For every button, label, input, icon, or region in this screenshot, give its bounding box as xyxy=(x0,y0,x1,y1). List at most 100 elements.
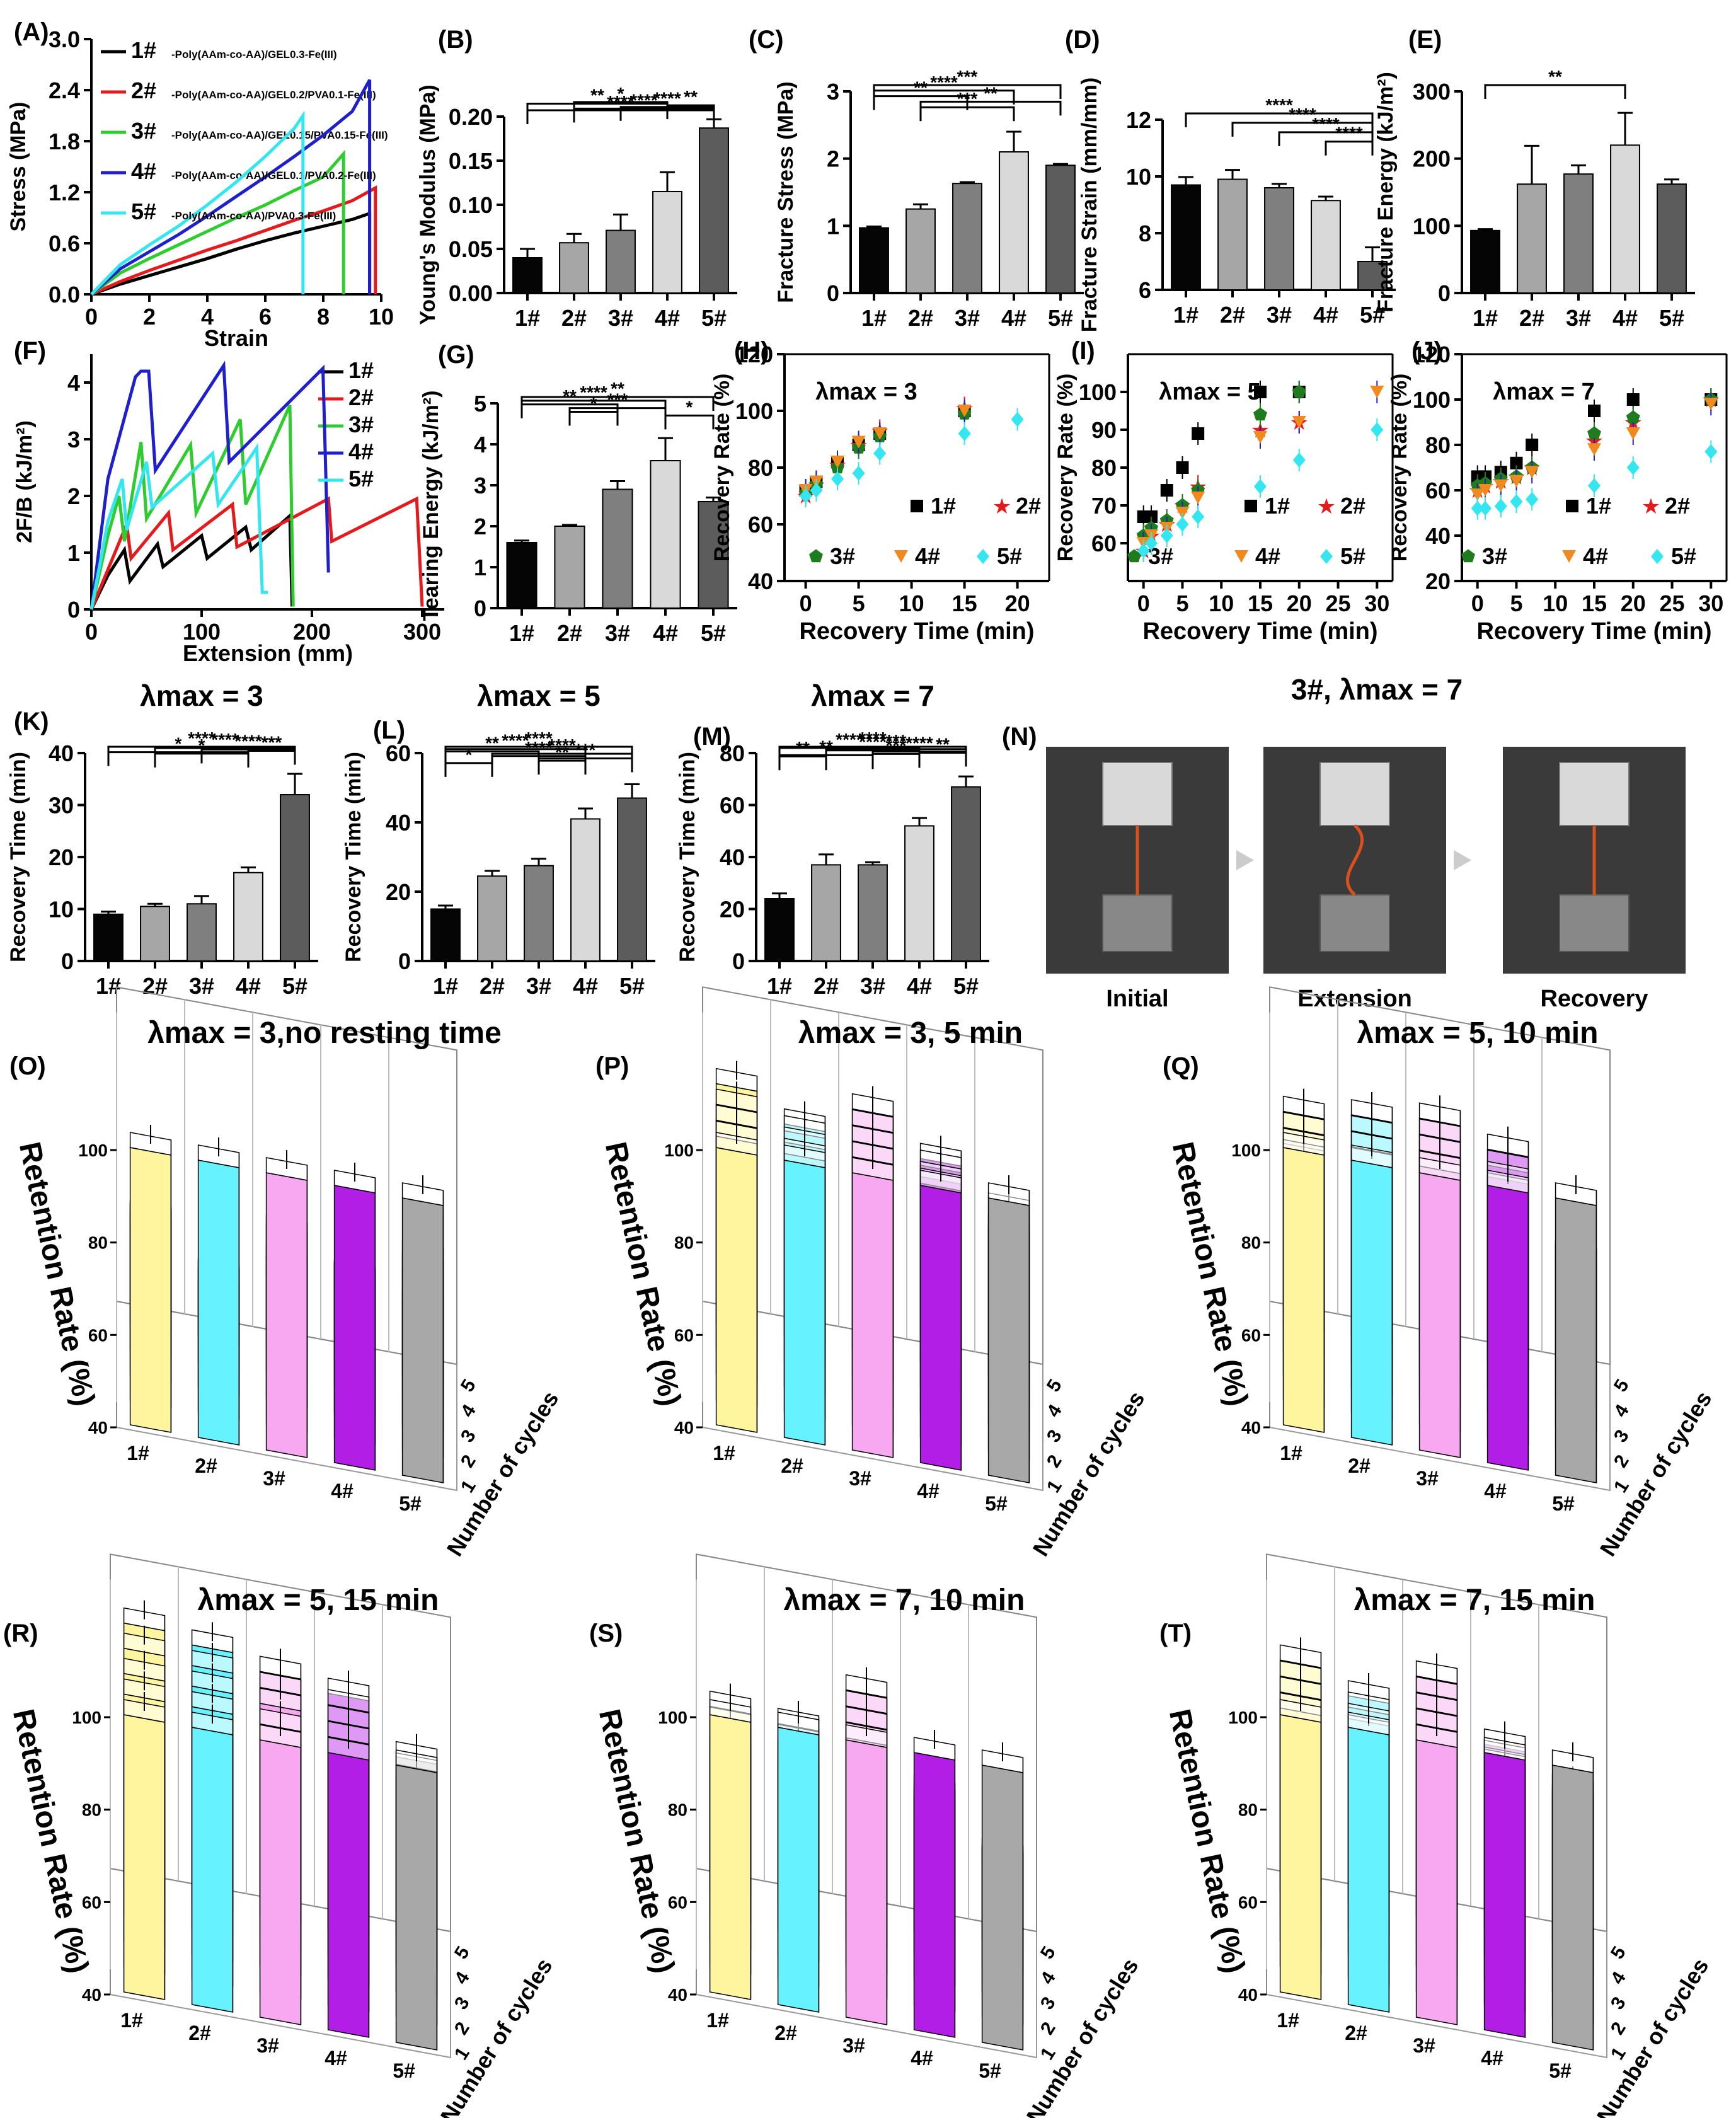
bar xyxy=(698,501,729,609)
y-tick-label: 0 xyxy=(67,597,80,623)
y-tick-label: 200 xyxy=(1413,146,1451,172)
y-tick-label: 0.0 xyxy=(49,282,80,308)
x-tick-label: 5# xyxy=(701,305,727,331)
x-tick-label: 2# xyxy=(142,973,168,999)
z-tick-label: 80 xyxy=(88,1233,108,1253)
photo-caption: Initial xyxy=(1106,986,1168,1012)
bar xyxy=(951,786,981,962)
y-tick-label: 0.15 xyxy=(449,148,493,174)
z-tick-label: 100 xyxy=(658,1708,687,1727)
bar xyxy=(1657,183,1687,294)
marker-pentagon xyxy=(809,549,823,563)
bar3d-front xyxy=(123,1714,166,2000)
x-tick-label: 3# xyxy=(842,2034,865,2057)
y-tick-label: 60 xyxy=(748,512,773,538)
x-tick-label: 5# xyxy=(985,1492,1008,1515)
marker-diamond xyxy=(852,466,865,481)
legend-label: 4# xyxy=(915,543,940,569)
marker-triangle xyxy=(1478,484,1493,497)
y-tick-label: 2.4 xyxy=(49,78,80,103)
significance-label: ** xyxy=(936,735,950,754)
marker-diamond xyxy=(1176,517,1189,532)
legend-label: 4# xyxy=(348,439,374,464)
significance-label: **** xyxy=(188,728,216,748)
marker-triangle xyxy=(1253,431,1267,444)
x-tick-label: 5# xyxy=(1549,2059,1572,2082)
y-axis-label: Recovery Time (min) xyxy=(6,752,30,962)
z-tick-label: 40 xyxy=(88,1418,108,1437)
legend-label: 5# xyxy=(131,199,156,224)
panel-label: (N) xyxy=(1002,723,1037,751)
y-tick-label: 60 xyxy=(1425,478,1451,504)
bar3d-front xyxy=(1279,1714,1322,2000)
bar xyxy=(650,460,681,609)
x-tick-label: 1# xyxy=(96,973,121,999)
marker-square xyxy=(1192,427,1205,440)
significance-label: ** xyxy=(485,733,499,752)
legend-desc: -Poly(AAm-co-AA)/GEL0.1/PVA0.2-Fe(III) xyxy=(171,170,376,181)
x-tick-label: 3# xyxy=(256,2034,279,2057)
significance-label: *** xyxy=(607,390,628,410)
panel-label: (E) xyxy=(1408,26,1442,54)
bar xyxy=(233,872,263,962)
legend-label: 2# xyxy=(1340,493,1365,519)
significance-label: ** xyxy=(984,83,997,103)
x-tick-label: 6 xyxy=(259,304,272,330)
x-tick-label: 4# xyxy=(1001,305,1026,331)
z-tick-label: 100 xyxy=(78,1141,108,1160)
x-tick-label: 2# xyxy=(774,2022,797,2044)
legend-label: 1# xyxy=(1265,493,1290,519)
y-axis-label: Fracture Energy (kJ/m²) xyxy=(1374,72,1398,313)
bar xyxy=(652,191,682,294)
y-tick-label: 2 xyxy=(474,514,486,539)
x-tick-label: 5# xyxy=(979,2059,1001,2082)
x-tick-label: 2# xyxy=(480,973,505,999)
x-tick-label: 3# xyxy=(1416,1467,1439,1490)
x-tick-label: 4# xyxy=(325,2047,347,2069)
photo-caption: Recovery xyxy=(1540,986,1648,1012)
z-tick-label: 100 xyxy=(72,1708,101,1727)
x-tick-label: 2# xyxy=(195,1454,217,1477)
y-tick-label: 2 xyxy=(827,146,839,172)
bar xyxy=(606,229,636,294)
x-axis-label: Extension (mm) xyxy=(183,640,353,666)
panel-label: (F) xyxy=(14,337,46,365)
panel-label: (B) xyxy=(438,26,473,54)
bar xyxy=(764,898,795,962)
z-tick-label: 40 xyxy=(1238,1985,1258,2005)
y-tick-label: 20 xyxy=(49,844,74,870)
marker-triangle xyxy=(957,405,972,417)
bar xyxy=(506,542,537,609)
y-tick-label: 0.6 xyxy=(49,231,80,256)
marker-square xyxy=(1245,500,1257,512)
marker-diamond xyxy=(873,446,887,461)
significance-bracket xyxy=(247,750,296,765)
x-tick-label: 2# xyxy=(1220,302,1245,328)
significance-bracket xyxy=(778,755,827,771)
panel-label: (Q) xyxy=(1163,1052,1199,1080)
z-tick-label: 60 xyxy=(88,1325,108,1345)
bar3d-front xyxy=(919,1185,962,1471)
photo-caption: Extension xyxy=(1297,986,1412,1012)
x-tick-label: 2# xyxy=(908,305,933,331)
chart-C: 0 1 2 3 (C) Fracture Stress (MPa) 1# 2# 3# 4# 5# **… xyxy=(749,26,1084,331)
y-axis-label: Tearing Energy (kJ/m²) xyxy=(419,391,443,621)
marker-triangle xyxy=(1292,416,1306,429)
chart-B: 0.00 0.05 0.10 0.15 0.20 (B) Young's Modulus (… xyxy=(416,26,737,331)
x-tick-label: 5# xyxy=(1048,305,1073,331)
y-tick-label: 100 xyxy=(1413,387,1451,413)
significance-label: **** xyxy=(1265,95,1293,115)
legend-label: 4# xyxy=(1583,543,1608,569)
legend-label: 5# xyxy=(1671,543,1696,569)
marker-diamond xyxy=(1494,498,1507,514)
z-axis-label: Retention Rate (%) xyxy=(592,1706,681,1976)
significance-label: **** xyxy=(836,730,863,749)
x-tick-label: 1# xyxy=(713,1442,735,1465)
panel-label: (G) xyxy=(438,341,474,369)
y-tick-label: 0 xyxy=(474,596,486,621)
significance-label: ** xyxy=(914,78,928,98)
z-tick-label: 40 xyxy=(82,1985,101,2005)
y-tick-label: 40 xyxy=(748,568,773,594)
